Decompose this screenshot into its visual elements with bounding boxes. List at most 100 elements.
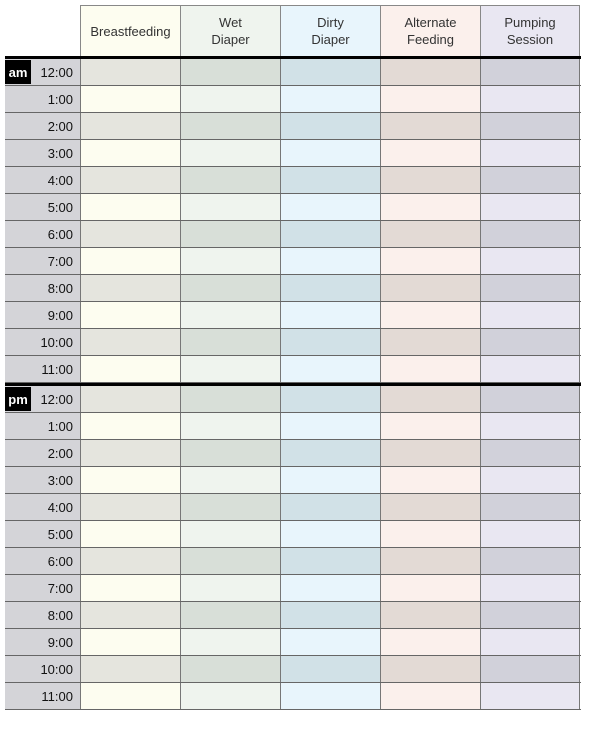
log-cell[interactable] xyxy=(80,521,180,547)
log-cell[interactable] xyxy=(180,656,280,682)
log-cell[interactable] xyxy=(180,494,280,520)
log-cell[interactable] xyxy=(180,548,280,574)
log-cell[interactable] xyxy=(380,302,480,328)
log-cell[interactable] xyxy=(480,302,580,328)
log-cell[interactable] xyxy=(180,602,280,628)
log-cell[interactable] xyxy=(80,113,180,139)
log-cell[interactable] xyxy=(280,140,380,166)
log-cell[interactable] xyxy=(180,467,280,493)
log-cell[interactable] xyxy=(380,275,480,301)
log-cell[interactable] xyxy=(180,248,280,274)
log-cell[interactable] xyxy=(180,140,280,166)
log-cell[interactable] xyxy=(380,629,480,655)
log-cell[interactable] xyxy=(280,602,380,628)
log-cell[interactable] xyxy=(280,275,380,301)
log-cell[interactable] xyxy=(80,656,180,682)
log-cell[interactable] xyxy=(280,221,380,247)
log-cell[interactable] xyxy=(180,86,280,112)
log-cell[interactable] xyxy=(380,356,480,382)
log-cell[interactable] xyxy=(380,329,480,355)
log-cell[interactable] xyxy=(180,302,280,328)
log-cell[interactable] xyxy=(480,602,580,628)
log-cell[interactable] xyxy=(80,356,180,382)
log-cell[interactable] xyxy=(280,167,380,193)
log-cell[interactable] xyxy=(480,440,580,466)
log-cell[interactable] xyxy=(180,194,280,220)
log-cell[interactable] xyxy=(480,140,580,166)
log-cell[interactable] xyxy=(80,440,180,466)
log-cell[interactable] xyxy=(80,140,180,166)
log-cell[interactable] xyxy=(280,329,380,355)
log-cell[interactable] xyxy=(480,413,580,439)
log-cell[interactable] xyxy=(480,329,580,355)
log-cell[interactable] xyxy=(180,413,280,439)
log-cell[interactable] xyxy=(280,467,380,493)
log-cell[interactable] xyxy=(480,467,580,493)
log-cell[interactable] xyxy=(80,86,180,112)
log-cell[interactable] xyxy=(280,86,380,112)
log-cell[interactable] xyxy=(380,602,480,628)
log-cell[interactable] xyxy=(180,356,280,382)
log-cell[interactable] xyxy=(380,140,480,166)
log-cell[interactable] xyxy=(380,683,480,709)
log-cell[interactable] xyxy=(480,575,580,601)
log-cell[interactable] xyxy=(80,275,180,301)
log-cell[interactable] xyxy=(480,113,580,139)
log-cell[interactable] xyxy=(380,113,480,139)
log-cell[interactable] xyxy=(80,629,180,655)
log-cell[interactable] xyxy=(280,440,380,466)
log-cell[interactable] xyxy=(80,167,180,193)
log-cell[interactable] xyxy=(180,575,280,601)
log-cell[interactable] xyxy=(80,683,180,709)
log-cell[interactable] xyxy=(380,248,480,274)
log-cell[interactable] xyxy=(80,602,180,628)
log-cell[interactable] xyxy=(80,248,180,274)
log-cell[interactable] xyxy=(280,494,380,520)
log-cell[interactable] xyxy=(380,575,480,601)
log-cell[interactable] xyxy=(180,521,280,547)
log-cell[interactable] xyxy=(180,113,280,139)
log-cell[interactable] xyxy=(80,59,180,85)
log-cell[interactable] xyxy=(380,167,480,193)
log-cell[interactable] xyxy=(180,329,280,355)
log-cell[interactable] xyxy=(380,440,480,466)
log-cell[interactable] xyxy=(80,194,180,220)
log-cell[interactable] xyxy=(280,521,380,547)
log-cell[interactable] xyxy=(480,386,580,412)
log-cell[interactable] xyxy=(380,656,480,682)
log-cell[interactable] xyxy=(480,548,580,574)
log-cell[interactable] xyxy=(280,629,380,655)
log-cell[interactable] xyxy=(480,521,580,547)
log-cell[interactable] xyxy=(380,59,480,85)
log-cell[interactable] xyxy=(80,548,180,574)
log-cell[interactable] xyxy=(280,386,380,412)
log-cell[interactable] xyxy=(480,194,580,220)
log-cell[interactable] xyxy=(380,386,480,412)
log-cell[interactable] xyxy=(280,575,380,601)
log-cell[interactable] xyxy=(180,629,280,655)
log-cell[interactable] xyxy=(280,194,380,220)
log-cell[interactable] xyxy=(80,413,180,439)
log-cell[interactable] xyxy=(180,167,280,193)
log-cell[interactable] xyxy=(480,275,580,301)
log-cell[interactable] xyxy=(280,683,380,709)
log-cell[interactable] xyxy=(80,467,180,493)
log-cell[interactable] xyxy=(180,275,280,301)
log-cell[interactable] xyxy=(380,521,480,547)
log-cell[interactable] xyxy=(380,413,480,439)
log-cell[interactable] xyxy=(380,86,480,112)
log-cell[interactable] xyxy=(480,629,580,655)
log-cell[interactable] xyxy=(380,548,480,574)
log-cell[interactable] xyxy=(80,329,180,355)
log-cell[interactable] xyxy=(280,656,380,682)
log-cell[interactable] xyxy=(80,302,180,328)
log-cell[interactable] xyxy=(380,494,480,520)
log-cell[interactable] xyxy=(280,302,380,328)
log-cell[interactable] xyxy=(380,467,480,493)
log-cell[interactable] xyxy=(280,248,380,274)
log-cell[interactable] xyxy=(480,86,580,112)
log-cell[interactable] xyxy=(480,221,580,247)
log-cell[interactable] xyxy=(280,413,380,439)
log-cell[interactable] xyxy=(480,167,580,193)
log-cell[interactable] xyxy=(280,548,380,574)
